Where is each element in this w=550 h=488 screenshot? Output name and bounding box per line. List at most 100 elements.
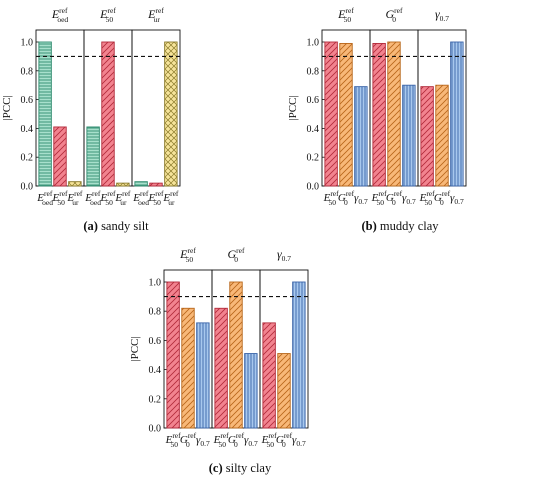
panel-title: Eref 50 <box>337 6 354 24</box>
bar <box>116 182 130 187</box>
panel-title: γ0.7 <box>435 7 449 23</box>
y-tick-label: 0.0 <box>149 424 162 435</box>
y-tick-label: 0.6 <box>149 336 162 347</box>
y-axis-label: |PCC| <box>1 95 13 120</box>
y-tick-label: 0.0 <box>21 182 34 193</box>
bar <box>372 42 386 187</box>
bar <box>229 281 243 429</box>
x-tick-label: Eref 50 <box>213 431 230 449</box>
x-tick-label: γ0.7 <box>402 192 416 206</box>
caption: (b) muddy clay <box>361 219 439 233</box>
panel-title: Eref 50 <box>179 246 196 264</box>
x-tick-label: Eref 50 <box>147 189 164 207</box>
panel-title: Eref oed <box>51 6 69 24</box>
bar <box>354 86 368 187</box>
x-tick-label: Eref oed <box>132 189 149 207</box>
bar <box>435 84 449 187</box>
y-tick-label: 0.6 <box>21 95 34 106</box>
x-tick-label: Gref 0 <box>338 189 355 207</box>
y-tick-label: 0.8 <box>21 66 34 77</box>
x-tick-label: γ0.7 <box>196 434 210 448</box>
bar <box>262 322 276 429</box>
bar <box>214 307 228 429</box>
x-tick-label: γ0.7 <box>354 192 368 206</box>
x-tick-label: γ0.7 <box>450 192 464 206</box>
x-tick-label: Gref 0 <box>434 189 451 207</box>
bar <box>68 181 82 187</box>
bar <box>149 182 163 187</box>
x-tick-label: Eref 50 <box>51 189 68 207</box>
bar <box>292 281 306 429</box>
y-tick-label: 1.0 <box>149 278 162 289</box>
x-tick-label: Gref 0 <box>276 431 293 449</box>
bar <box>53 126 67 187</box>
x-tick-label: γ0.7 <box>292 434 306 448</box>
x-tick-label: Eref 50 <box>371 189 388 207</box>
x-tick-label: γ0.7 <box>244 434 258 448</box>
bar <box>450 41 464 187</box>
x-tick-label: Gref 0 <box>228 431 245 449</box>
x-tick-label: Eref ur <box>162 189 179 207</box>
bar <box>38 41 52 187</box>
x-tick-label: Gref 0 <box>180 431 197 449</box>
caption: (a) sandy silt <box>83 219 149 233</box>
caption: (c) silty clay <box>209 461 272 475</box>
y-tick-label: 0.2 <box>307 153 320 164</box>
x-tick-label: Gref 0 <box>386 189 403 207</box>
bar <box>324 41 338 187</box>
x-tick-label: Eref ur <box>114 189 131 207</box>
y-tick-label: 1.0 <box>21 38 34 49</box>
x-tick-label: Eref 50 <box>165 431 182 449</box>
y-tick-label: 0.8 <box>149 307 162 318</box>
bar <box>244 353 258 429</box>
bar <box>339 42 353 187</box>
x-tick-label: Eref 50 <box>261 431 278 449</box>
panel-title: Eref ur <box>147 6 164 24</box>
bar <box>387 41 401 187</box>
bar <box>134 181 148 187</box>
y-tick-label: 0.4 <box>307 124 320 135</box>
x-tick-label: Eref oed <box>36 189 53 207</box>
y-tick-label: 0.2 <box>149 394 162 405</box>
bar <box>101 41 115 187</box>
bar <box>196 322 210 429</box>
y-tick-label: 0.4 <box>149 365 162 376</box>
y-axis-label: |PCC| <box>287 95 299 120</box>
y-tick-label: 0.6 <box>307 95 320 106</box>
y-tick-label: 0.8 <box>307 66 320 77</box>
panel-title: Gref 0 <box>386 6 403 24</box>
x-tick-label: Eref ur <box>66 189 83 207</box>
y-axis-label: |PCC| <box>129 336 141 361</box>
bar <box>420 86 434 187</box>
bar <box>181 307 195 429</box>
panel-title: γ0.7 <box>277 247 291 263</box>
y-tick-label: 1.0 <box>307 38 320 49</box>
bar <box>86 126 100 187</box>
y-tick-label: 0.0 <box>307 182 320 193</box>
x-tick-label: Eref 50 <box>419 189 436 207</box>
x-tick-label: Eref oed <box>84 189 101 207</box>
bar <box>277 353 291 429</box>
bar <box>164 41 178 187</box>
y-tick-label: 0.2 <box>21 153 34 164</box>
bar <box>166 281 180 429</box>
bar <box>402 84 416 187</box>
panel-title: Gref 0 <box>228 246 245 264</box>
panel-title: Eref 50 <box>99 6 116 24</box>
x-tick-label: Eref 50 <box>99 189 116 207</box>
y-tick-label: 0.4 <box>21 124 34 135</box>
x-tick-label: Eref 50 <box>323 189 340 207</box>
